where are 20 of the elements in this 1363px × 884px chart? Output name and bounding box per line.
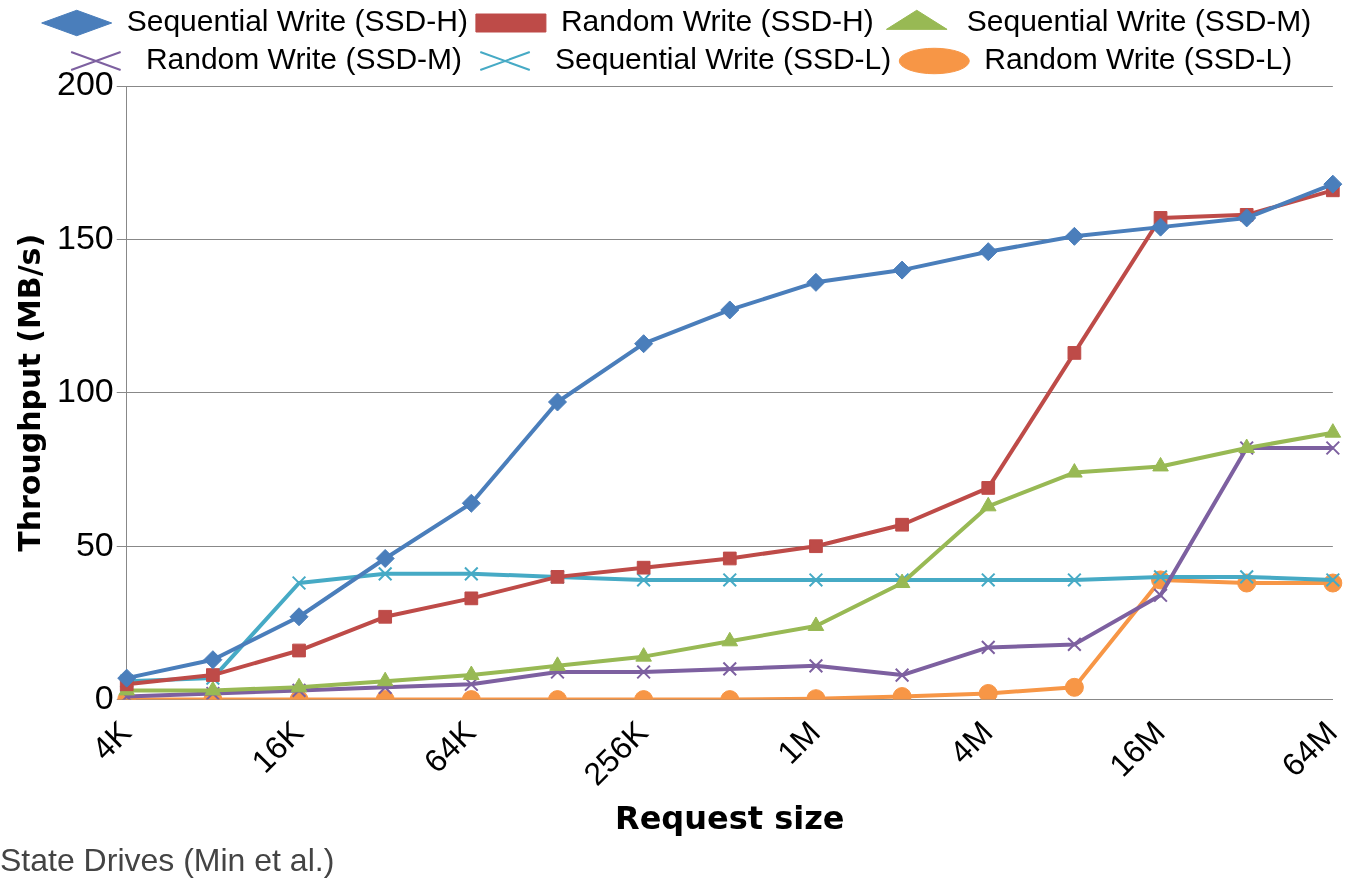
x-tick-label: 4K	[84, 713, 138, 768]
x-axis-title: Request size	[615, 799, 845, 838]
legend-label: Random Write (SSD-H)	[560, 4, 874, 38]
x-tick-label: 64K	[416, 713, 483, 780]
text: State Drives (Min et al.)	[0, 842, 335, 879]
y-tick-label: 200	[56, 64, 114, 103]
x-tick-label: 64M	[1274, 713, 1345, 784]
x-tick-label: 1M	[770, 713, 828, 771]
y-tick-label: 100	[56, 371, 114, 410]
legend-label: Sequential Write (SSD-H)	[126, 4, 468, 38]
legend-label: Random Write (SSD-L)	[984, 42, 1293, 76]
y-axis-title: Throughput (MB/s)	[11, 233, 47, 552]
y-tick-label: 0	[94, 677, 114, 716]
y-tick-label: 50	[75, 524, 114, 563]
x-tick-label: 4M	[942, 713, 1000, 771]
legend-label: Sequential Write (SSD-M)	[966, 4, 1312, 38]
legend-label: Sequential Write (SSD-L)	[555, 42, 892, 76]
x-tick-label: 16K	[244, 713, 311, 780]
legend-label: Random Write (SSD-M)	[145, 42, 463, 76]
y-tick-label: 150	[56, 217, 114, 256]
